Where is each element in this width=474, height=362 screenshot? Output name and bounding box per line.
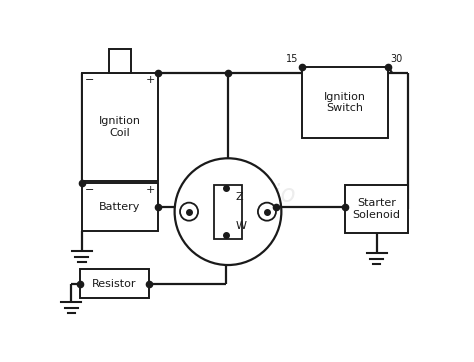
Text: Ignition
Coil: Ignition Coil <box>99 116 141 138</box>
Text: +: + <box>146 185 155 195</box>
Text: Starter
Solenoid: Starter Solenoid <box>353 198 401 220</box>
Bar <box>345 185 408 233</box>
Text: W: W <box>235 221 246 231</box>
Text: Ignition
Switch: Ignition Switch <box>324 92 366 113</box>
Text: −: − <box>85 75 94 85</box>
Bar <box>82 183 158 231</box>
Text: 15: 15 <box>286 54 298 64</box>
Bar <box>82 73 158 181</box>
Text: Resistor: Resistor <box>92 279 137 289</box>
Bar <box>302 67 389 138</box>
Circle shape <box>180 203 198 221</box>
Bar <box>109 49 131 73</box>
Text: Z: Z <box>235 192 243 202</box>
Circle shape <box>258 203 276 221</box>
Text: −: − <box>85 185 94 195</box>
Bar <box>214 185 242 239</box>
Text: +: + <box>146 75 155 85</box>
Circle shape <box>174 158 282 265</box>
Bar <box>80 269 149 298</box>
Text: Battery: Battery <box>99 202 140 212</box>
Text: esquilo.io: esquilo.io <box>177 184 297 207</box>
Text: 30: 30 <box>390 54 402 64</box>
